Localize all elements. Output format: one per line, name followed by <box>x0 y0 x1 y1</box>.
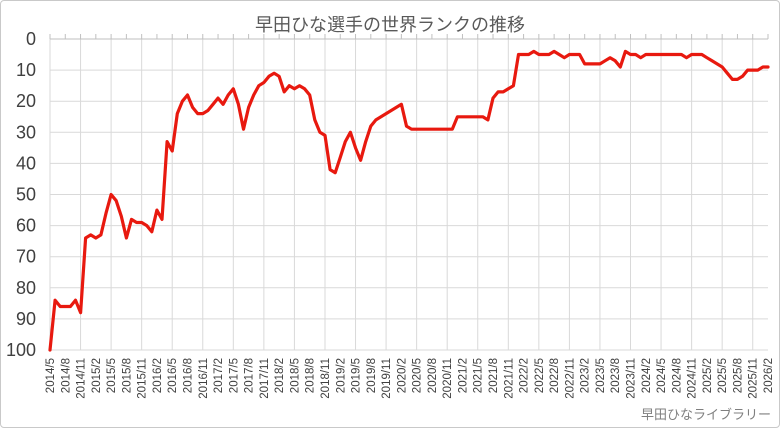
x-axis-tick-label: 2021/8 <box>488 358 500 393</box>
x-axis-tick-label: 2021/2 <box>457 358 469 393</box>
y-axis-tick-label: 70 <box>16 247 36 267</box>
x-axis-tick-label: 2018/2 <box>274 358 286 393</box>
y-axis-tick-label: 30 <box>16 122 36 142</box>
x-axis-tick-label: 2020/8 <box>427 358 439 393</box>
y-axis-tick-label: 50 <box>16 185 36 205</box>
x-axis-tick-label: 2016/8 <box>182 358 194 393</box>
x-axis-tick-label: 2025/5 <box>717 358 729 393</box>
y-axis-tick-label: 20 <box>16 91 36 111</box>
x-axis-tick-label: 2025/2 <box>702 358 714 393</box>
x-axis-tick-label: 2019/5 <box>351 358 363 393</box>
watermark-text: 早田ひなライブラリー <box>640 407 771 422</box>
x-axis-tick-label: 2019/11 <box>381 358 393 399</box>
x-axis-tick-label: 2015/8 <box>121 358 133 393</box>
x-axis-tick-label: 2023/11 <box>626 358 638 399</box>
x-axis-tick-label: 2019/8 <box>366 358 378 393</box>
x-axis-tick-label: 2014/8 <box>60 358 72 393</box>
x-axis-tick-label: 2021/11 <box>503 358 515 399</box>
x-axis-tick-label: 2021/5 <box>473 358 485 393</box>
x-axis-tick-label: 2015/2 <box>91 358 103 393</box>
x-axis-tick-label: 2024/8 <box>671 358 683 393</box>
x-axis-tick-label: 2018/11 <box>320 358 332 399</box>
x-axis-tick-label: 2025/11 <box>748 358 760 399</box>
x-axis-tick-label: 2018/5 <box>289 358 301 393</box>
x-axis-tick-label: 2017/5 <box>228 358 240 393</box>
x-axis-tick-label: 2023/8 <box>610 358 622 393</box>
x-axis-tick-label: 2024/2 <box>641 358 653 393</box>
x-axis-tick-label: 2014/5 <box>45 358 57 393</box>
x-axis-tick-label: 2017/2 <box>213 358 225 393</box>
y-axis-tick-label: 10 <box>16 60 36 80</box>
x-axis-tick-label: 2022/11 <box>564 358 576 399</box>
x-axis-tick-label: 2020/2 <box>396 358 408 393</box>
x-axis-tick-label: 2015/5 <box>106 358 118 393</box>
x-axis-tick-label: 2018/8 <box>305 358 317 393</box>
x-axis-tick-label: 2016/11 <box>198 358 210 399</box>
rank-series-line <box>48 49 770 352</box>
x-axis-tick-label: 2024/5 <box>656 358 668 393</box>
x-axis-tick-label: 2026/2 <box>763 358 775 393</box>
x-axis-tick-label: 2016/2 <box>152 358 164 393</box>
x-axis-tick-label: 2023/2 <box>580 358 592 393</box>
y-axis-tick-label: 40 <box>16 153 36 173</box>
x-axis-tick-label: 2015/11 <box>137 358 149 399</box>
x-axis-tick-label: 2024/11 <box>687 358 699 399</box>
x-axis-tick-label: 2023/5 <box>595 358 607 393</box>
y-axis-tick-label: 0 <box>26 29 36 49</box>
chart-title: 早田ひな選手の世界ランクの推移 <box>255 15 525 35</box>
x-axis-tick-label: 2017/8 <box>244 358 256 393</box>
x-axis-tick-label: 2025/8 <box>732 358 744 393</box>
x-axis-tick-label: 2017/11 <box>259 358 271 399</box>
x-axis-tick-label: 2014/11 <box>76 358 88 399</box>
x-axis-tick-label: 2019/2 <box>335 358 347 393</box>
y-axis-tick-label: 100 <box>6 340 36 360</box>
x-axis-tick-label: 2016/5 <box>167 358 179 393</box>
y-axis-tick-label: 90 <box>16 309 36 329</box>
y-axis-tick-label: 60 <box>16 216 36 236</box>
y-axis-tick-label: 80 <box>16 278 36 298</box>
x-axis-tick-label: 2022/5 <box>534 358 546 393</box>
x-axis-tick-label: 2020/5 <box>412 358 424 393</box>
x-axis-tick-label: 2022/2 <box>519 358 531 393</box>
x-axis-tick-label: 2020/11 <box>442 358 454 399</box>
x-axis-tick-label: 2022/8 <box>549 358 561 393</box>
